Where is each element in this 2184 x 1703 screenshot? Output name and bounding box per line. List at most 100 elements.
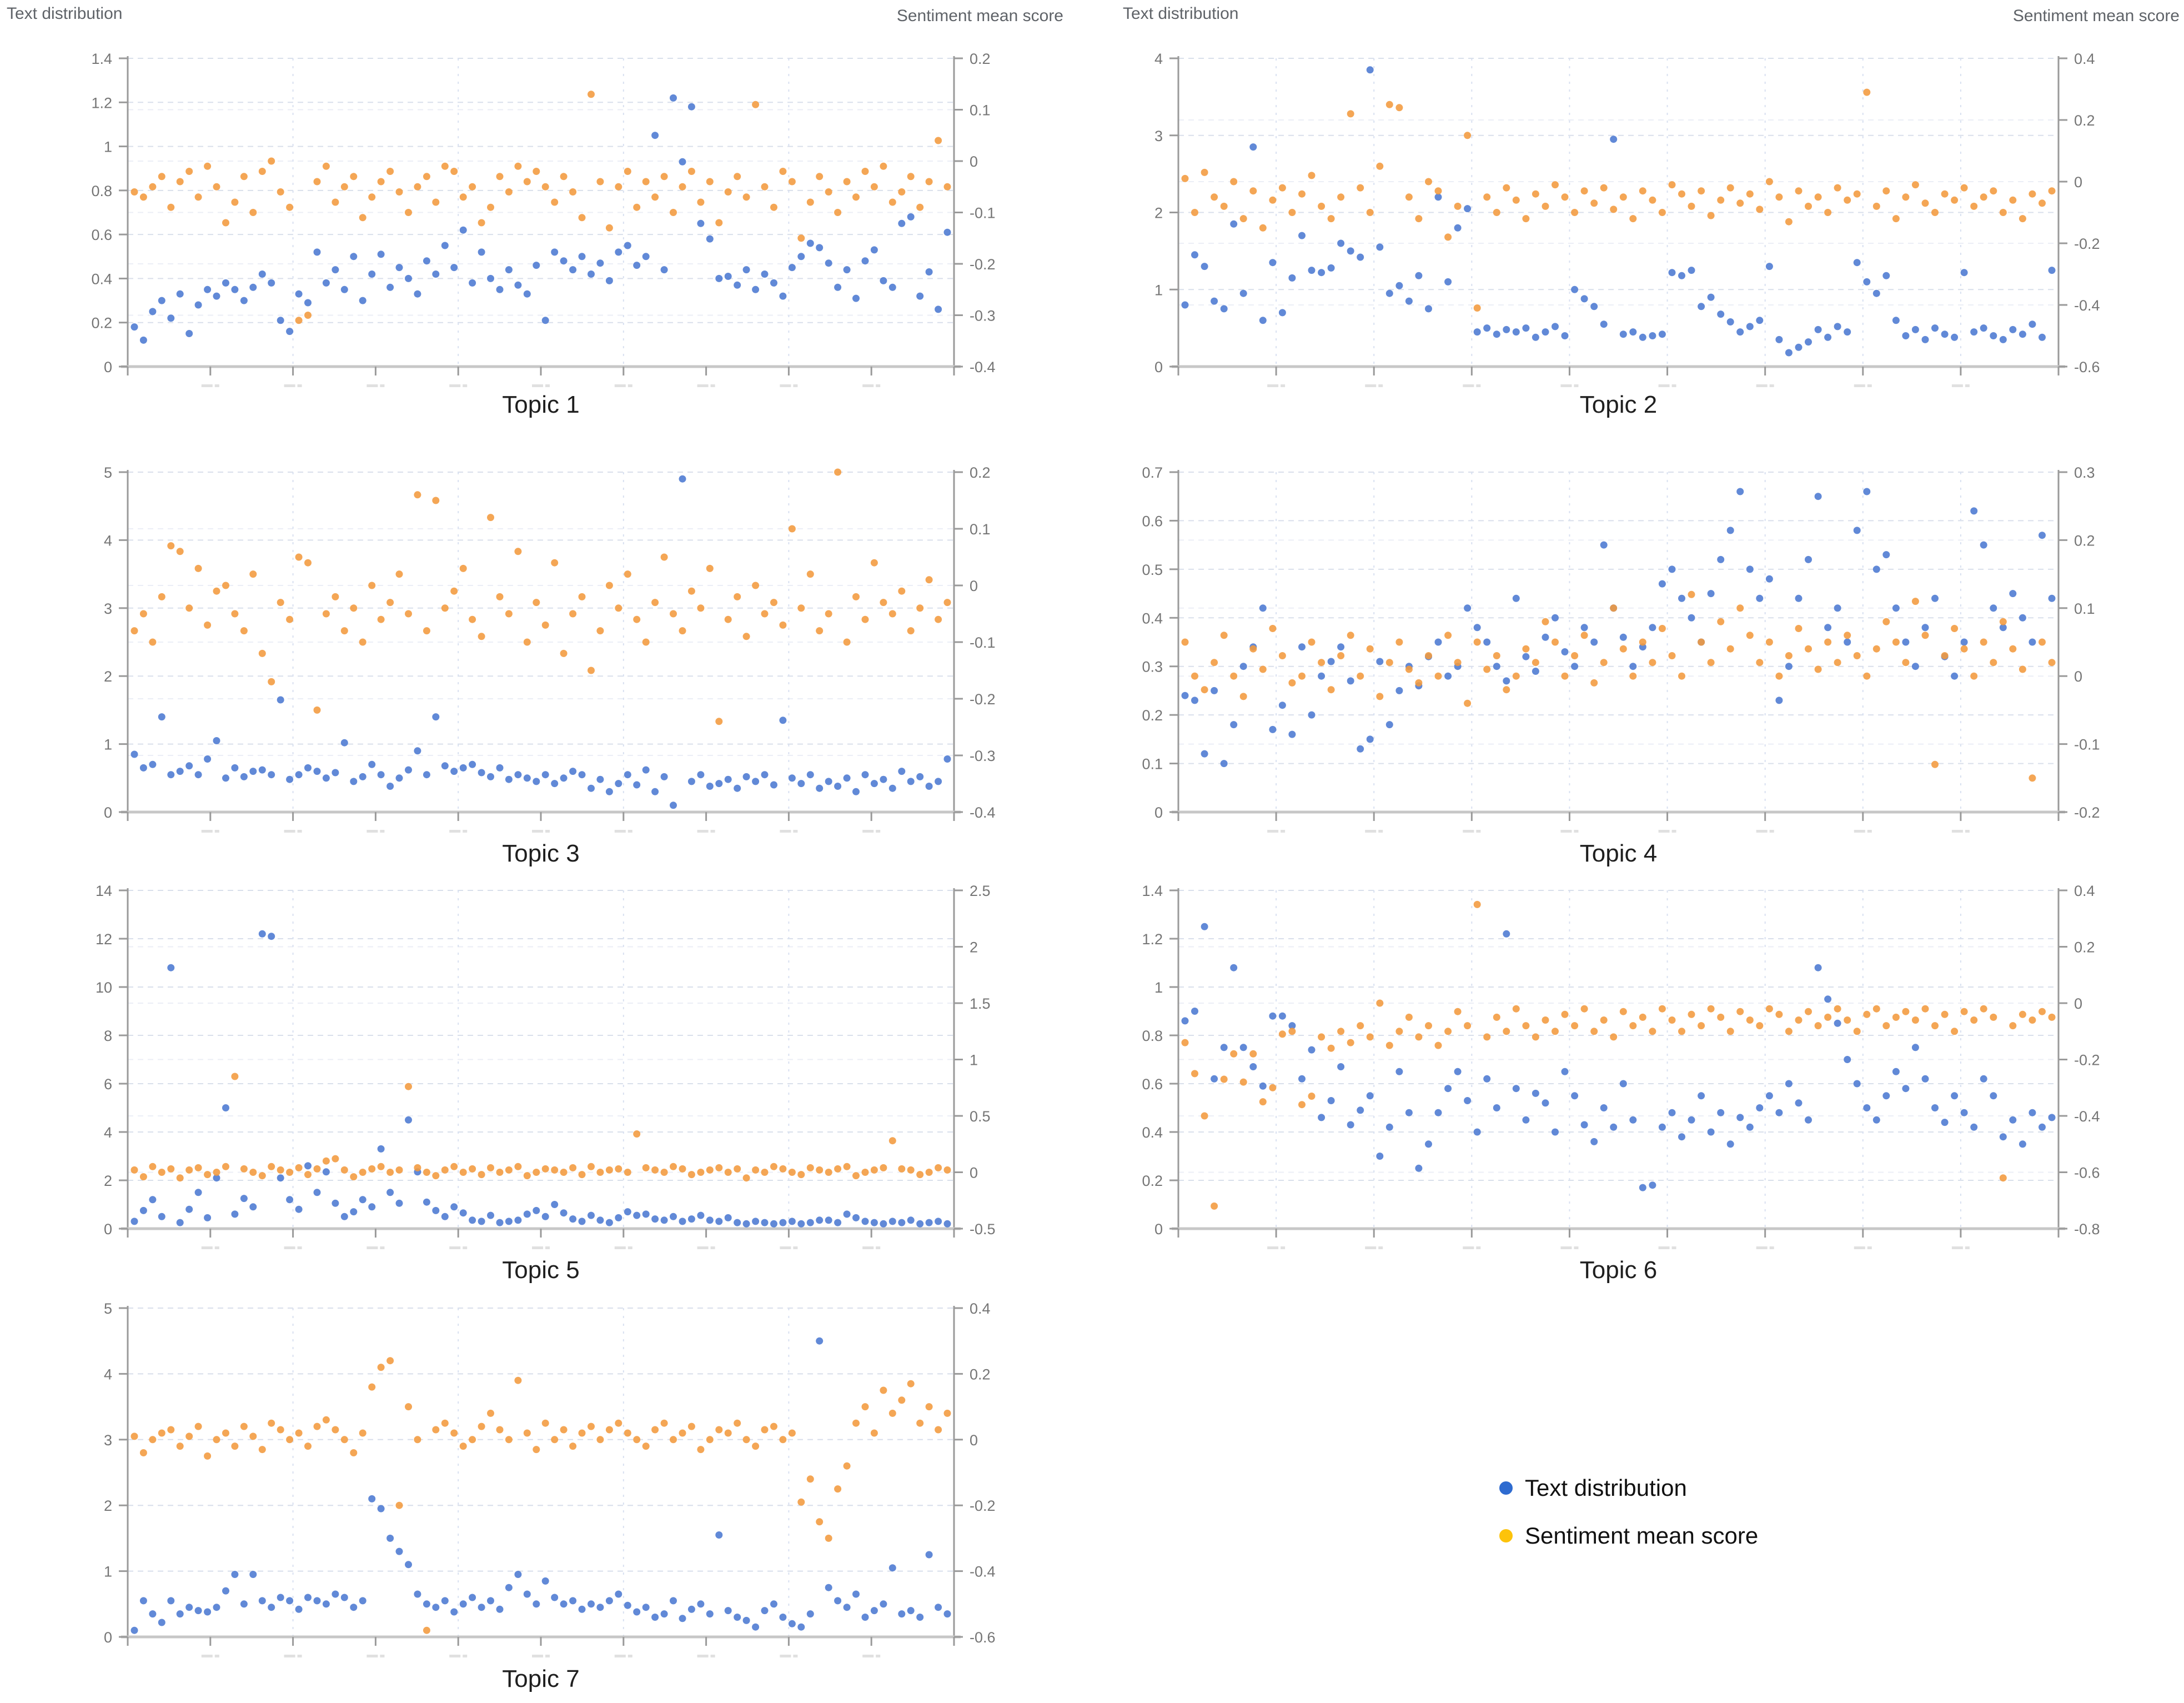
scatter-point-sentiment-mean-score[interactable] [605, 224, 613, 232]
scatter-point-sentiment-mean-score[interactable] [2048, 187, 2056, 195]
scatter-point-text-distribution[interactable] [888, 283, 896, 291]
scatter-point-sentiment-mean-score[interactable] [687, 1422, 695, 1430]
scatter-point-text-distribution[interactable] [1785, 663, 1793, 670]
scatter-point-text-distribution[interactable] [423, 1198, 430, 1206]
scatter-point-sentiment-mean-score[interactable] [1357, 1022, 1364, 1030]
scatter-point-sentiment-mean-score[interactable] [1639, 638, 1646, 646]
scatter-point-text-distribution[interactable] [916, 773, 924, 780]
scatter-point-sentiment-mean-score[interactable] [450, 587, 458, 595]
scatter-point-text-distribution[interactable] [660, 266, 668, 274]
scatter-point-text-distribution[interactable] [185, 1604, 193, 1611]
scatter-point-text-distribution[interactable] [533, 262, 540, 269]
scatter-point-sentiment-mean-score[interactable] [1688, 202, 1695, 210]
scatter-point-text-distribution[interactable] [268, 933, 275, 940]
scatter-point-text-distribution[interactable] [1892, 604, 1900, 612]
scatter-point-sentiment-mean-score[interactable] [359, 214, 366, 222]
scatter-point-sentiment-mean-score[interactable] [1590, 679, 1598, 687]
scatter-point-sentiment-mean-score[interactable] [541, 621, 549, 629]
scatter-point-sentiment-mean-score[interactable] [1872, 645, 1880, 653]
scatter-point-text-distribution[interactable] [1357, 253, 1364, 261]
scatter-point-text-distribution[interactable] [1698, 303, 1705, 310]
scatter-point-text-distribution[interactable] [633, 262, 641, 269]
scatter-point-text-distribution[interactable] [332, 769, 339, 777]
scatter-point-text-distribution[interactable] [1385, 289, 1393, 297]
scatter-point-text-distribution[interactable] [880, 1220, 887, 1228]
scatter-point-sentiment-mean-score[interactable] [1853, 1028, 1861, 1035]
scatter-point-sentiment-mean-score[interactable] [670, 209, 677, 216]
scatter-point-sentiment-mean-score[interactable] [313, 706, 321, 714]
scatter-point-sentiment-mean-score[interactable] [1853, 652, 1861, 659]
scatter-point-sentiment-mean-score[interactable] [834, 468, 842, 476]
scatter-point-text-distribution[interactable] [1376, 243, 1384, 251]
scatter-point-text-distribution[interactable] [240, 297, 248, 304]
scatter-point-text-distribution[interactable] [386, 1189, 394, 1196]
scatter-point-sentiment-mean-score[interactable] [1405, 193, 1413, 201]
scatter-point-text-distribution[interactable] [870, 1219, 878, 1226]
scatter-point-sentiment-mean-score[interactable] [605, 1426, 613, 1434]
scatter-point-text-distribution[interactable] [651, 1614, 659, 1621]
scatter-point-text-distribution[interactable] [816, 1337, 824, 1345]
scatter-point-sentiment-mean-score[interactable] [240, 173, 248, 181]
scatter-point-sentiment-mean-score[interactable] [1921, 199, 1929, 207]
scatter-point-text-distribution[interactable] [1395, 282, 1403, 289]
scatter-point-sentiment-mean-score[interactable] [149, 638, 157, 646]
scatter-point-sentiment-mean-score[interactable] [176, 1174, 184, 1182]
scatter-point-text-distribution[interactable] [222, 279, 229, 287]
scatter-point-sentiment-mean-score[interactable] [1921, 1005, 1929, 1013]
scatter-point-text-distribution[interactable] [770, 279, 777, 287]
scatter-point-text-distribution[interactable] [1269, 1012, 1277, 1020]
scatter-point-sentiment-mean-score[interactable] [569, 1442, 577, 1450]
scatter-point-sentiment-mean-score[interactable] [1795, 187, 1803, 195]
scatter-point-sentiment-mean-score[interactable] [870, 1429, 878, 1437]
scatter-point-text-distribution[interactable] [834, 1219, 842, 1226]
scatter-point-sentiment-mean-score[interactable] [1600, 184, 1608, 192]
scatter-point-sentiment-mean-score[interactable] [1464, 1022, 1472, 1030]
scatter-point-text-distribution[interactable] [1639, 333, 1646, 341]
scatter-point-text-distribution[interactable] [1318, 1114, 1326, 1121]
scatter-point-text-distribution[interactable] [423, 771, 430, 779]
scatter-point-sentiment-mean-score[interactable] [1473, 900, 1481, 908]
scatter-point-text-distribution[interactable] [313, 248, 321, 256]
scatter-point-sentiment-mean-score[interactable] [1415, 679, 1423, 687]
scatter-point-text-distribution[interactable] [1717, 555, 1725, 563]
scatter-point-text-distribution[interactable] [249, 1571, 257, 1578]
scatter-point-text-distribution[interactable] [1201, 263, 1208, 271]
scatter-point-sentiment-mean-score[interactable] [1298, 190, 1306, 198]
scatter-point-sentiment-mean-score[interactable] [687, 168, 695, 175]
scatter-point-sentiment-mean-score[interactable] [1522, 215, 1530, 223]
scatter-point-text-distribution[interactable] [286, 328, 294, 335]
scatter-point-sentiment-mean-score[interactable] [605, 582, 613, 589]
scatter-point-sentiment-mean-score[interactable] [1278, 1030, 1286, 1038]
scatter-point-sentiment-mean-score[interactable] [496, 1426, 504, 1434]
scatter-point-sentiment-mean-score[interactable] [797, 234, 805, 242]
scatter-point-sentiment-mean-score[interactable] [405, 209, 412, 216]
scatter-point-sentiment-mean-score[interactable] [816, 627, 824, 635]
scatter-point-text-distribution[interactable] [405, 766, 412, 774]
scatter-point-text-distribution[interactable] [1571, 1092, 1579, 1100]
scatter-point-sentiment-mean-score[interactable] [925, 1169, 933, 1176]
scatter-point-text-distribution[interactable] [268, 1604, 275, 1611]
scatter-point-text-distribution[interactable] [788, 774, 796, 782]
scatter-point-text-distribution[interactable] [1483, 1075, 1491, 1083]
scatter-point-sentiment-mean-score[interactable] [1785, 218, 1793, 226]
scatter-point-sentiment-mean-score[interactable] [1201, 686, 1208, 694]
scatter-point-text-distribution[interactable] [469, 1594, 476, 1601]
scatter-point-text-distribution[interactable] [852, 1590, 860, 1598]
scatter-point-text-distribution[interactable] [359, 297, 366, 304]
scatter-point-sentiment-mean-score[interactable] [687, 1171, 695, 1179]
scatter-point-text-distribution[interactable] [213, 1174, 220, 1182]
scatter-point-text-distribution[interactable] [588, 784, 595, 792]
scatter-point-text-distribution[interactable] [1941, 330, 1949, 338]
scatter-point-text-distribution[interactable] [1522, 324, 1530, 332]
scatter-point-sentiment-mean-score[interactable] [222, 582, 229, 589]
scatter-point-sentiment-mean-score[interactable] [797, 604, 805, 612]
scatter-point-sentiment-mean-score[interactable] [1561, 1010, 1569, 1018]
scatter-point-text-distribution[interactable] [706, 1216, 714, 1224]
scatter-point-sentiment-mean-score[interactable] [1902, 1008, 1910, 1015]
scatter-point-text-distribution[interactable] [642, 1604, 650, 1611]
scatter-point-text-distribution[interactable] [734, 1614, 741, 1621]
scatter-point-sentiment-mean-score[interactable] [368, 193, 376, 201]
scatter-point-sentiment-mean-score[interactable] [1610, 604, 1618, 612]
scatter-point-text-distribution[interactable] [240, 1600, 248, 1608]
scatter-point-sentiment-mean-score[interactable] [1269, 1084, 1277, 1091]
